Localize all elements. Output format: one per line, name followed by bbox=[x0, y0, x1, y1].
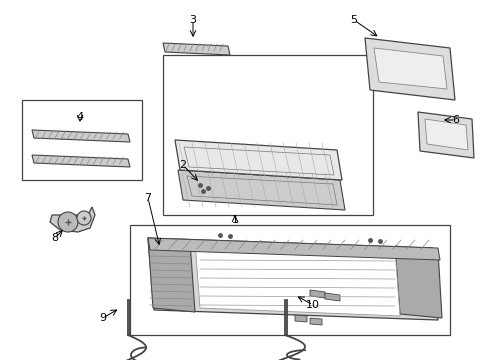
Polygon shape bbox=[294, 315, 306, 322]
Text: 6: 6 bbox=[451, 115, 459, 125]
Polygon shape bbox=[364, 38, 454, 100]
Polygon shape bbox=[178, 170, 345, 210]
Bar bbox=[22, 100, 142, 180]
Polygon shape bbox=[325, 293, 339, 301]
Polygon shape bbox=[50, 207, 95, 232]
Polygon shape bbox=[148, 238, 439, 260]
Polygon shape bbox=[148, 238, 437, 320]
Polygon shape bbox=[32, 155, 130, 167]
Polygon shape bbox=[175, 140, 341, 180]
Polygon shape bbox=[195, 242, 399, 316]
Polygon shape bbox=[424, 119, 467, 150]
Polygon shape bbox=[417, 112, 473, 158]
Polygon shape bbox=[32, 130, 130, 142]
Text: 7: 7 bbox=[144, 193, 151, 203]
Text: 3: 3 bbox=[189, 15, 196, 25]
Bar bbox=[130, 225, 449, 335]
Text: 1: 1 bbox=[231, 215, 238, 225]
Text: 4: 4 bbox=[76, 112, 83, 122]
Bar bbox=[163, 55, 372, 215]
Text: 8: 8 bbox=[51, 233, 59, 243]
Polygon shape bbox=[163, 43, 229, 55]
Polygon shape bbox=[309, 290, 325, 298]
Polygon shape bbox=[148, 238, 195, 312]
Polygon shape bbox=[394, 246, 441, 318]
Circle shape bbox=[58, 212, 78, 232]
Polygon shape bbox=[309, 318, 321, 325]
Text: 10: 10 bbox=[305, 300, 319, 310]
Text: 5: 5 bbox=[350, 15, 357, 25]
Polygon shape bbox=[373, 48, 446, 89]
Text: 2: 2 bbox=[179, 160, 186, 170]
Circle shape bbox=[77, 211, 91, 225]
Text: 9: 9 bbox=[99, 313, 106, 323]
